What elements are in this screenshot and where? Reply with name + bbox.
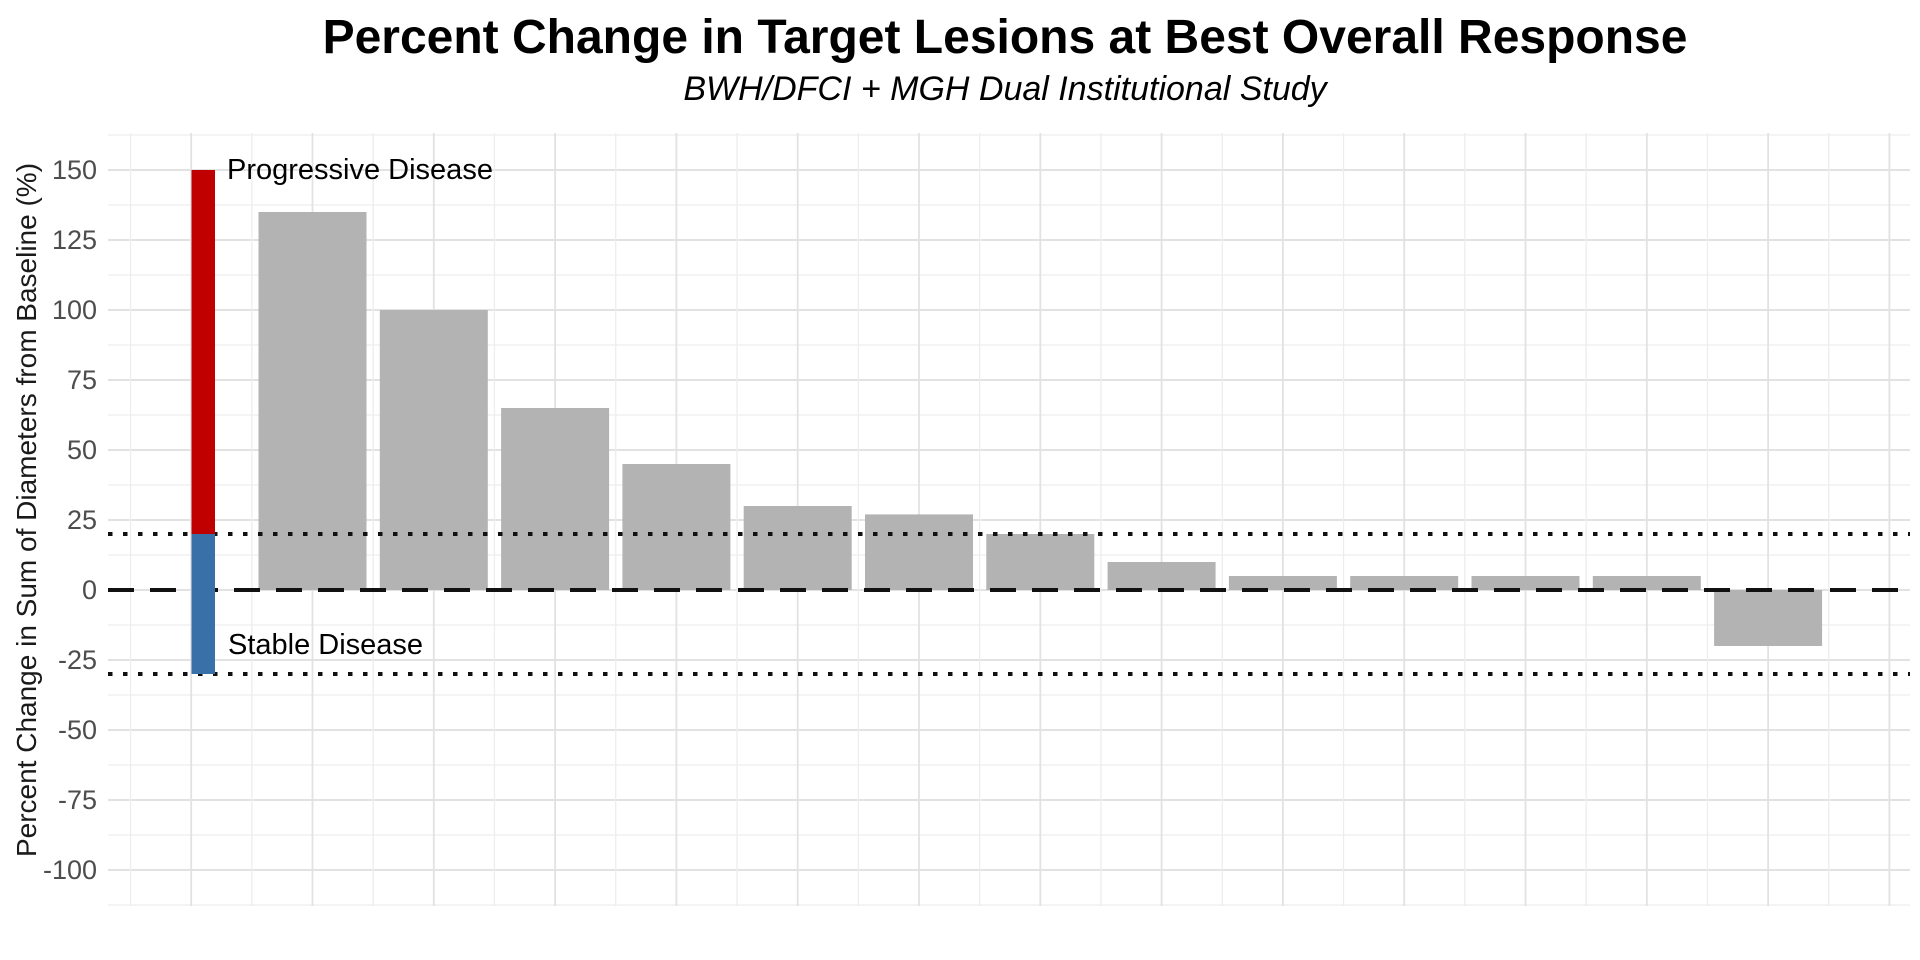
progressive-disease-label: Progressive Disease <box>227 154 493 186</box>
waterfall-bar <box>1107 562 1216 590</box>
waterfall-bar <box>501 408 610 590</box>
y-tick-label: 75 <box>67 365 97 395</box>
y-tick-label: 100 <box>52 295 97 325</box>
y-tick-label: 25 <box>67 505 97 535</box>
y-tick-label: -50 <box>58 715 97 745</box>
chart-title: Percent Change in Target Lesions at Best… <box>322 11 1688 64</box>
waterfall-bar <box>1350 576 1459 590</box>
y-tick-label: 125 <box>52 225 97 255</box>
reference-bar-stable <box>191 534 215 674</box>
waterfall-bar <box>743 506 852 590</box>
y-tick-label: -75 <box>58 785 97 815</box>
reference-bar-progressive <box>191 170 215 534</box>
reference-lines <box>108 532 1910 676</box>
waterfall-bar <box>258 212 367 590</box>
y-axis-tick-labels: 150 125 100 75 50 25 0 -25 -50 -75 -100 <box>43 155 97 885</box>
waterfall-bar <box>379 310 488 590</box>
waterfall-bar <box>865 514 973 590</box>
gridlines <box>108 133 1910 906</box>
waterfall-bar <box>1714 590 1823 646</box>
y-tick-label: -100 <box>43 855 97 885</box>
waterfall-bar <box>622 464 731 590</box>
patient-bars <box>258 212 1823 646</box>
waterfall-bar <box>986 534 1095 590</box>
waterfall-bar <box>1471 576 1580 590</box>
y-tick-label: 0 <box>82 575 97 605</box>
y-tick-label: 50 <box>67 435 97 465</box>
stable-disease-label: Stable Disease <box>228 629 424 661</box>
chart-subtitle: BWH/DFCI + MGH Dual Institutional Study <box>683 70 1327 108</box>
y-tick-label: -25 <box>58 645 97 675</box>
y-axis-title: Percent Change in Sum of Diameters from … <box>11 162 42 858</box>
recist-reference-bar <box>191 170 215 674</box>
waterfall-bar <box>1228 576 1337 590</box>
waterfall-bar <box>1592 576 1701 590</box>
y-tick-label: 150 <box>52 155 97 185</box>
